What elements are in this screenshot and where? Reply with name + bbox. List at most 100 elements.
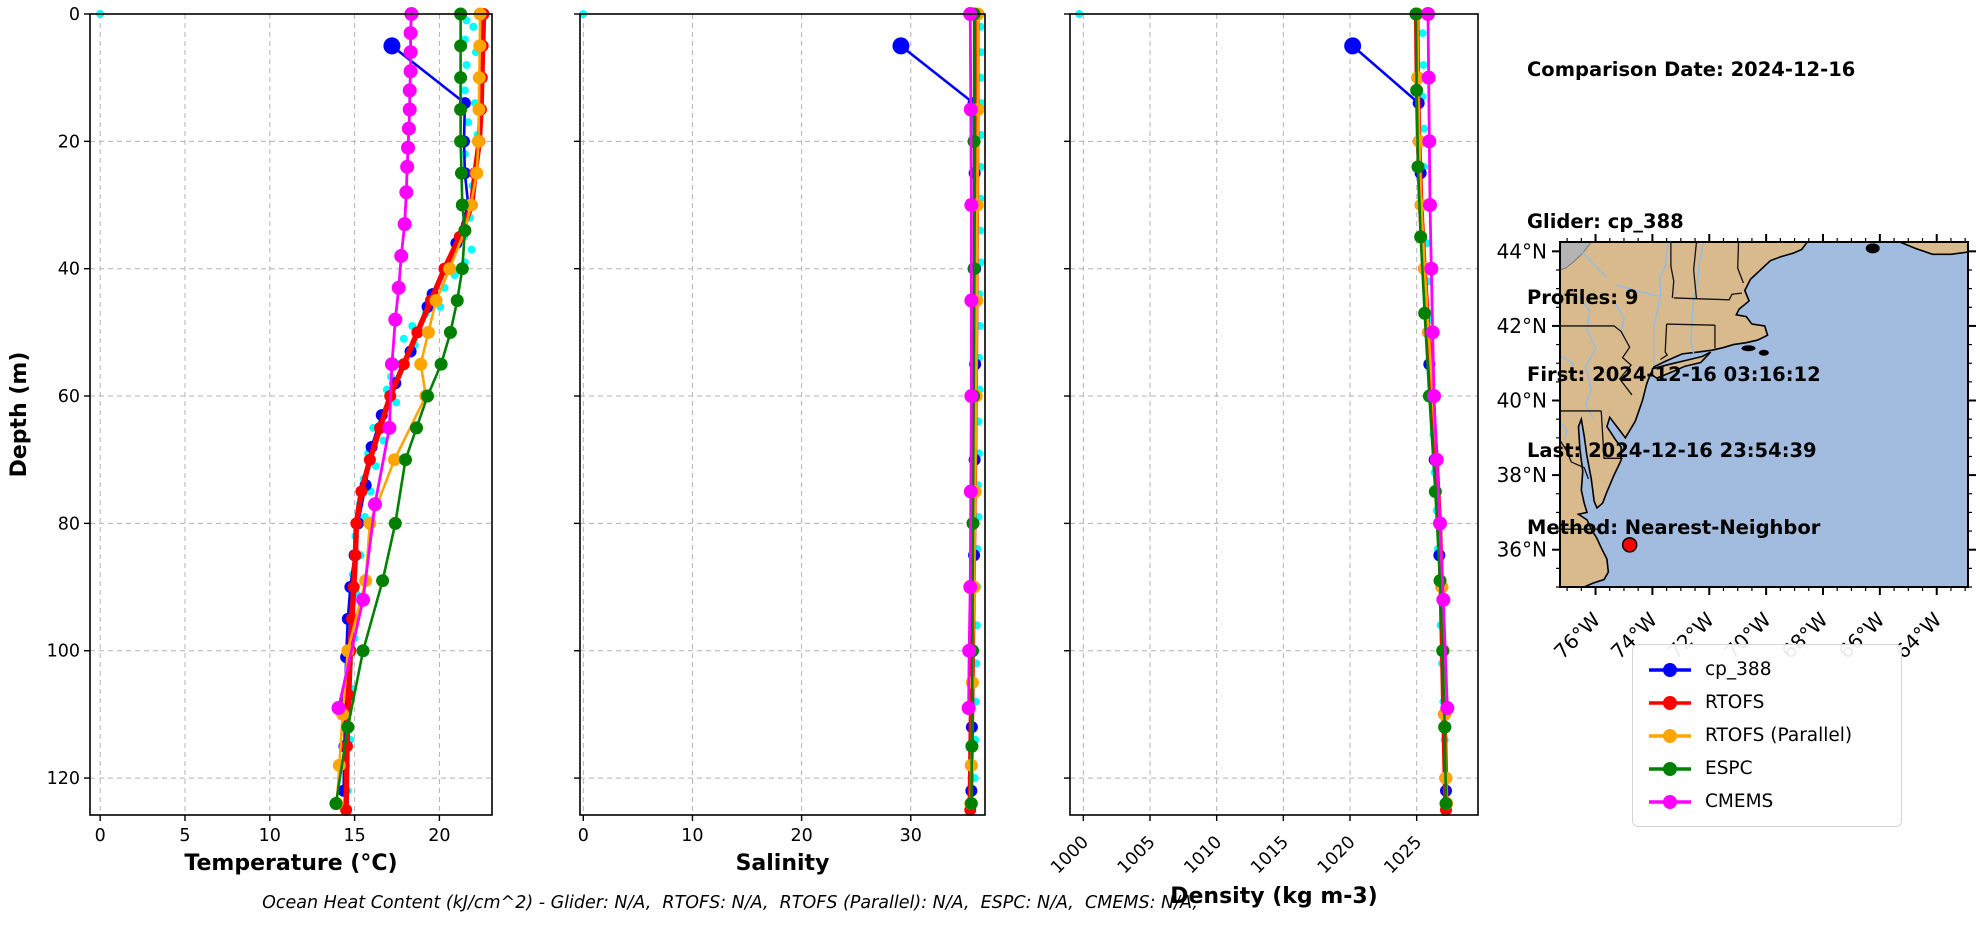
svg-text:38°N: 38°N (1497, 463, 1547, 487)
series-marker (434, 357, 448, 371)
series-marker (403, 64, 418, 79)
svg-text:1005: 1005 (1114, 832, 1160, 878)
series-marker (455, 198, 469, 212)
series-marker (965, 739, 979, 753)
series-line (970, 14, 976, 804)
svg-text:1020: 1020 (1314, 832, 1360, 878)
y-tick-labels (574, 13, 580, 779)
legend-line-marker-icon (1649, 761, 1691, 776)
series-marker (1436, 644, 1450, 658)
series-marker (401, 121, 416, 136)
series-marker (400, 159, 415, 174)
map-frame (1559, 241, 1969, 588)
legend-line-marker-icon (1649, 695, 1691, 710)
info-panel: Comparison Date: 2024-12-16 Glider: cp_3… (1527, 6, 1855, 591)
series-marker (1433, 516, 1447, 531)
series-marker (1436, 592, 1451, 607)
legend-line-marker-icon (1649, 794, 1691, 809)
first-profile-time-text: First: 2024-12-16 03:16:12 (1527, 362, 1821, 386)
series-marker (964, 293, 979, 308)
series-marker (443, 262, 457, 276)
state-border (1670, 242, 1675, 299)
series-marker (391, 280, 406, 295)
series-marker (402, 83, 417, 98)
ocean-heat-content-caption: Ocean Heat Content (kJ/cm^2) - Glider: N… (262, 893, 1198, 913)
series-marker (963, 102, 978, 117)
series-marker (363, 453, 376, 466)
series-marker (1422, 134, 1437, 149)
profiles-count-text: Profiles: 9 (1527, 286, 1639, 309)
series-marker (394, 248, 409, 263)
series-marker (1440, 701, 1455, 716)
legend-label: ESPC (1705, 758, 1753, 779)
river (1615, 284, 1659, 297)
series-marker (966, 516, 980, 530)
series-marker (376, 574, 390, 588)
legend-label: RTOFS (1705, 692, 1765, 713)
temperature-series-ESPC (329, 7, 472, 811)
series-marker (387, 453, 401, 467)
state-border (1666, 323, 1715, 326)
series-marker (341, 720, 355, 734)
series-marker (1412, 134, 1426, 148)
svg-text:0: 0 (578, 826, 589, 846)
series-marker (402, 102, 417, 117)
axes-frame (579, 13, 986, 816)
river (1577, 295, 1597, 418)
svg-text:5: 5 (179, 826, 190, 846)
series-marker (421, 389, 435, 403)
series-marker (1423, 198, 1437, 213)
series-marker (398, 453, 412, 467)
series-marker (388, 312, 403, 327)
comparison-date-text: Comparison Date: 2024-12-16 (1527, 58, 1856, 81)
series-marker (964, 389, 979, 404)
series-marker (470, 166, 484, 180)
land (1899, 242, 1968, 256)
svg-text:1000: 1000 (1047, 832, 1093, 878)
series-marker (403, 45, 418, 60)
series-marker (964, 198, 979, 213)
series-marker (1433, 574, 1447, 588)
axes-frame (1069, 13, 1479, 816)
svg-text:44°N: 44°N (1497, 239, 1547, 263)
series-marker (1418, 306, 1432, 320)
series-marker (350, 517, 363, 530)
series-marker (1424, 261, 1439, 276)
series-marker (454, 166, 468, 180)
series-marker (1414, 230, 1428, 244)
state-border (1692, 242, 1698, 299)
series-marker (962, 643, 977, 658)
series-marker (340, 740, 353, 753)
state-border (1673, 292, 1743, 301)
state-border (1560, 325, 1633, 396)
axes-frame (89, 13, 493, 816)
svg-text:80: 80 (58, 514, 80, 534)
svg-text:0: 0 (69, 5, 80, 25)
svg-text:30: 30 (900, 826, 922, 846)
legend: cp_388 RTOFS RTOFS (Parallel) ESPC CMEMS (1632, 644, 1902, 827)
series-marker (349, 549, 362, 562)
series-marker (454, 103, 468, 117)
svg-text:20: 20 (58, 132, 80, 152)
legend-label: cp_388 (1705, 659, 1772, 680)
salinity-series-CMEMS (961, 7, 979, 716)
series-marker (411, 326, 424, 339)
svg-text:1025: 1025 (1381, 832, 1427, 878)
last-profile-time-text: Last: 2024-12-16 23:54:39 (1527, 439, 1817, 462)
series-marker (454, 39, 468, 53)
series-marker (397, 358, 410, 371)
series-marker (403, 26, 418, 41)
series-marker (374, 421, 387, 434)
series-marker (967, 262, 981, 276)
legend-item-cp-388: cp_388 (1647, 653, 1887, 686)
series-marker (471, 134, 485, 148)
svg-text:0: 0 (95, 826, 106, 846)
series-marker (367, 497, 382, 512)
info-gap (1527, 134, 1855, 158)
series-marker (443, 325, 457, 339)
series-marker (1410, 83, 1424, 97)
svg-text:76°W: 76°W (1549, 607, 1605, 663)
legend-item-rtofs-parallel-: RTOFS (Parallel) (1647, 719, 1887, 752)
series-marker (1411, 71, 1425, 85)
